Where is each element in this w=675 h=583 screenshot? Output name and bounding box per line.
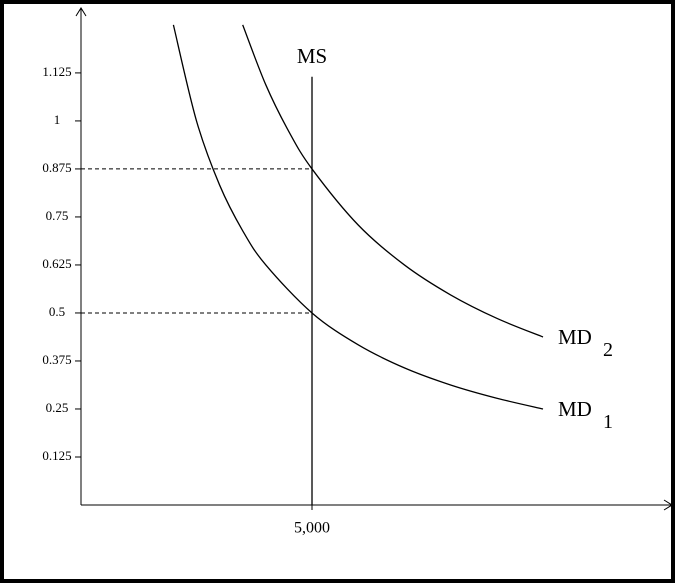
- series-label-subscript: 2: [603, 339, 613, 361]
- chart: 0.125 0.25 0.375 0.5 0.625 0.75 0.875 1 1.125 5,0…: [4, 4, 671, 579]
- x-axis-arrow: [663, 499, 671, 511]
- y-tick-label: 0.625: [42, 256, 71, 271]
- y-tick-label: 1.125: [42, 64, 71, 79]
- y-tick-label: 0.25: [46, 400, 69, 415]
- series-line: [172, 24, 544, 410]
- y-tick-label: 0.5: [49, 304, 65, 319]
- series-label-subscript: 1: [603, 411, 613, 433]
- series-label: MS: [297, 44, 327, 68]
- y-tick-label: 1: [54, 112, 61, 127]
- y-tick-label: 0.875: [42, 160, 71, 175]
- series-label: MD: [558, 397, 592, 421]
- series-line: [242, 24, 544, 338]
- y-tick-label: 0.375: [42, 352, 71, 367]
- x-tick-label: 5,000: [294, 520, 330, 537]
- y-tick-label: 0.75: [46, 208, 69, 223]
- series-label: MD: [558, 325, 592, 349]
- y-tick-label: 0.125: [42, 448, 71, 463]
